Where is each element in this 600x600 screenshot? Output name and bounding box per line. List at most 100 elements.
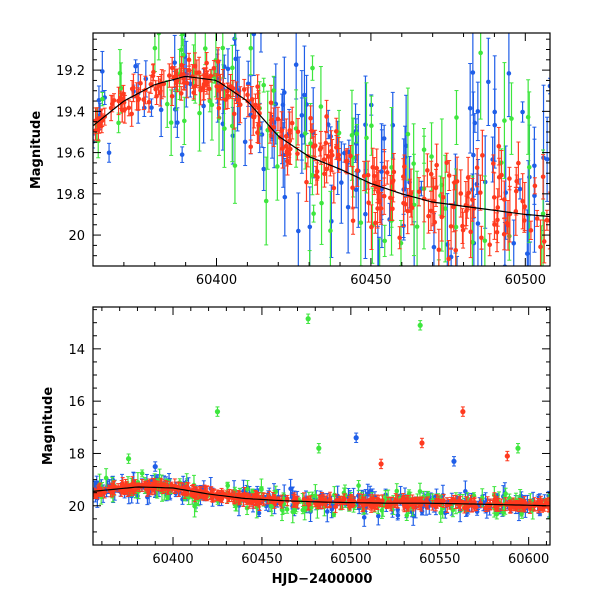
data-point (540, 174, 546, 180)
data-point (519, 511, 524, 517)
data-point (483, 505, 488, 511)
data-point (216, 105, 222, 111)
data-point (186, 67, 192, 73)
data-point (169, 94, 175, 99)
data-point (487, 242, 493, 248)
data-point (442, 510, 448, 516)
data-point (343, 159, 349, 164)
data-point (446, 256, 451, 262)
data-point (390, 206, 395, 212)
data-point (432, 219, 438, 225)
data-point (103, 475, 109, 481)
data-point (289, 120, 295, 126)
data-point (119, 107, 125, 113)
data-point (201, 84, 206, 90)
data-point (479, 292, 484, 297)
data-point (271, 88, 277, 93)
data-point (197, 110, 202, 116)
data-point (326, 154, 331, 159)
data-point (446, 173, 452, 178)
data-point (480, 153, 485, 158)
data-point (505, 223, 511, 228)
data-point (192, 64, 198, 69)
data-point (354, 168, 360, 173)
data-point (333, 129, 339, 134)
data-point (454, 115, 459, 120)
data-point (306, 502, 312, 508)
bottom-panel-data (93, 313, 550, 527)
data-point (287, 128, 292, 133)
data-point (428, 171, 434, 177)
data-point (425, 168, 430, 173)
data-point (242, 139, 248, 145)
data-point (430, 503, 435, 508)
data-point (453, 248, 459, 253)
data-point (523, 341, 528, 346)
data-point (121, 91, 126, 97)
data-point (186, 57, 192, 63)
data-point (295, 151, 300, 156)
data-point (179, 62, 184, 68)
data-point (275, 164, 280, 169)
data-point (502, 118, 507, 123)
data-point (157, 90, 163, 95)
data-point (448, 498, 454, 504)
data-point (515, 292, 520, 297)
data-point (374, 165, 380, 171)
data-point (388, 195, 393, 201)
data-point (323, 140, 329, 146)
data-point (331, 185, 337, 191)
data-point (336, 497, 342, 503)
data-point (230, 86, 236, 91)
data-point (100, 69, 105, 74)
data-point (381, 193, 387, 199)
data-point (248, 45, 254, 51)
data-point (431, 244, 437, 250)
data-point (515, 504, 520, 510)
data-point (405, 131, 411, 137)
data-point (232, 488, 238, 493)
y-tick-label: 19.6 (56, 147, 85, 162)
data-point (302, 92, 307, 98)
data-point (417, 489, 423, 494)
data-point (474, 165, 480, 171)
data-point (131, 85, 136, 91)
data-point (532, 183, 538, 189)
data-point (334, 145, 339, 150)
data-point (308, 141, 313, 146)
data-point (544, 157, 550, 162)
data-point (215, 59, 221, 64)
data-point (279, 128, 284, 134)
data-point (398, 499, 404, 504)
data-point (358, 220, 364, 226)
data-point (353, 187, 359, 193)
data-point (491, 161, 496, 166)
data-point (164, 101, 170, 107)
data-point (479, 235, 484, 241)
data-point (208, 73, 214, 79)
data-point (314, 169, 320, 174)
data-point (502, 197, 507, 202)
data-point (97, 122, 102, 128)
data-point (369, 123, 374, 129)
data-point (206, 86, 212, 92)
data-point (198, 87, 203, 93)
data-point (371, 173, 377, 179)
data-point (514, 178, 520, 184)
data-point (524, 251, 530, 256)
data-point (380, 498, 385, 504)
data-point (433, 185, 439, 191)
data-point (526, 164, 532, 170)
data-point (508, 507, 513, 512)
top-panel-frame (92, 32, 551, 267)
data-point (448, 224, 454, 229)
data-point (133, 63, 138, 69)
data-point (245, 92, 250, 98)
data-point (394, 488, 400, 494)
data-point (261, 82, 267, 88)
data-point (207, 98, 213, 104)
y-tick-label: 19.4 (56, 105, 85, 120)
top-panel-y-label: Magnitude (29, 111, 44, 190)
data-point (356, 483, 361, 488)
